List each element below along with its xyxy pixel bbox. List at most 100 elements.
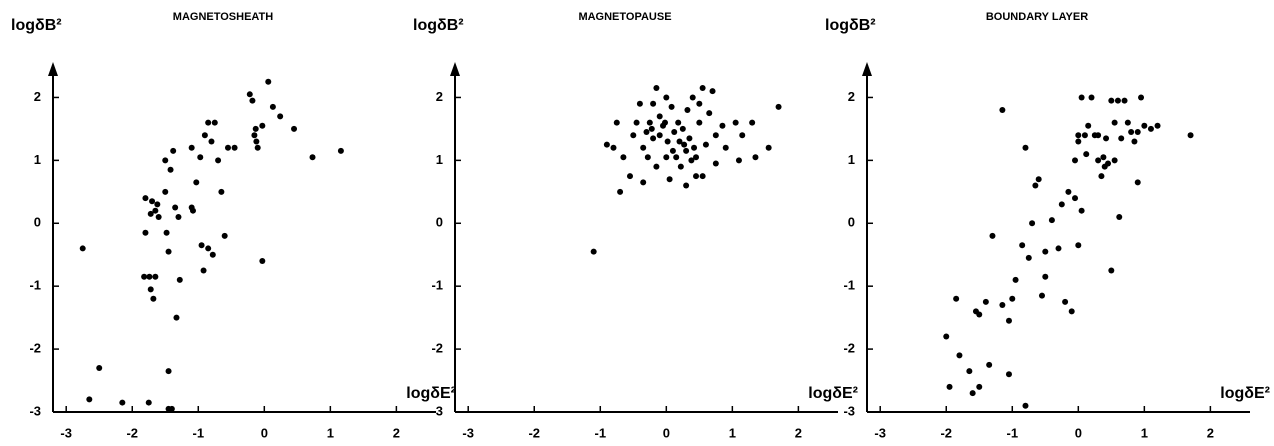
point — [1072, 157, 1079, 164]
point — [197, 154, 204, 161]
y-tick-label: 0 — [34, 215, 41, 230]
point — [252, 125, 259, 132]
point — [669, 147, 676, 154]
point — [752, 154, 759, 161]
point — [684, 107, 691, 114]
point — [277, 113, 284, 120]
point — [976, 383, 983, 390]
point — [706, 110, 713, 117]
point — [215, 157, 222, 164]
point — [1062, 298, 1069, 305]
point — [1022, 402, 1029, 409]
point — [668, 103, 675, 110]
point — [162, 157, 169, 164]
point — [653, 85, 660, 92]
point — [693, 154, 700, 161]
point — [200, 267, 207, 274]
point — [218, 188, 225, 195]
point — [253, 138, 260, 145]
point — [1147, 125, 1154, 132]
x-axis-label: logδE² — [1220, 385, 1270, 402]
point — [693, 173, 700, 180]
point — [644, 154, 651, 161]
y-tick-label: -3 — [431, 403, 443, 418]
point — [699, 173, 706, 180]
point — [989, 232, 996, 239]
x-tick-label: 0 — [261, 425, 268, 440]
point — [1108, 97, 1115, 104]
point — [1075, 138, 1082, 145]
point — [1095, 157, 1102, 164]
point — [1009, 295, 1016, 302]
point — [259, 122, 266, 129]
point — [167, 166, 174, 173]
point — [722, 144, 729, 151]
point — [976, 311, 983, 318]
point — [172, 204, 179, 211]
point — [1131, 138, 1138, 145]
point — [663, 94, 670, 101]
point — [691, 144, 698, 151]
point — [683, 182, 690, 189]
point — [673, 154, 680, 161]
point — [147, 210, 154, 217]
point — [205, 245, 212, 252]
point — [702, 141, 709, 148]
point — [640, 179, 647, 186]
point — [1075, 242, 1082, 249]
point — [1078, 207, 1085, 214]
point — [1019, 242, 1026, 249]
x-tick-label: -2 — [126, 425, 138, 440]
point — [209, 251, 216, 258]
point — [1121, 97, 1128, 104]
point — [1134, 179, 1141, 186]
point — [79, 245, 86, 252]
point — [1105, 160, 1112, 167]
point — [1128, 129, 1135, 136]
point — [999, 302, 1006, 309]
point — [142, 195, 149, 202]
point — [1078, 94, 1085, 101]
point — [676, 138, 683, 145]
y-tick-label: 2 — [34, 89, 41, 104]
point — [946, 383, 953, 390]
point — [982, 298, 989, 305]
point — [636, 100, 643, 107]
point — [246, 91, 253, 98]
point — [152, 273, 159, 280]
point — [1022, 144, 1029, 151]
point — [119, 399, 126, 406]
point — [1035, 176, 1042, 183]
x-tick-label: -1 — [594, 425, 606, 440]
point — [291, 125, 298, 132]
point — [188, 144, 195, 151]
point — [966, 368, 973, 375]
point — [1072, 195, 1079, 202]
point — [154, 201, 161, 208]
point — [96, 364, 103, 371]
point — [1116, 213, 1123, 220]
point — [254, 144, 261, 151]
x-tick-label: -1 — [192, 425, 204, 440]
point — [1038, 292, 1045, 299]
point — [1081, 132, 1088, 139]
point — [146, 273, 153, 280]
x-tick-label: 2 — [393, 425, 400, 440]
point — [709, 88, 716, 95]
point — [259, 258, 266, 265]
point — [249, 97, 256, 104]
point — [643, 129, 650, 136]
point — [1111, 157, 1118, 164]
point — [1025, 254, 1032, 261]
x-tick-label: 1 — [729, 425, 736, 440]
point — [150, 295, 157, 302]
point — [1042, 248, 1049, 255]
point — [170, 147, 177, 154]
point — [617, 188, 624, 195]
x-tick-label: 1 — [1141, 425, 1148, 440]
point — [1058, 201, 1065, 208]
point — [1032, 182, 1039, 189]
y-axis-label: logδB² — [11, 17, 62, 34]
y-tick-label: -1 — [431, 278, 443, 293]
point — [956, 352, 963, 359]
